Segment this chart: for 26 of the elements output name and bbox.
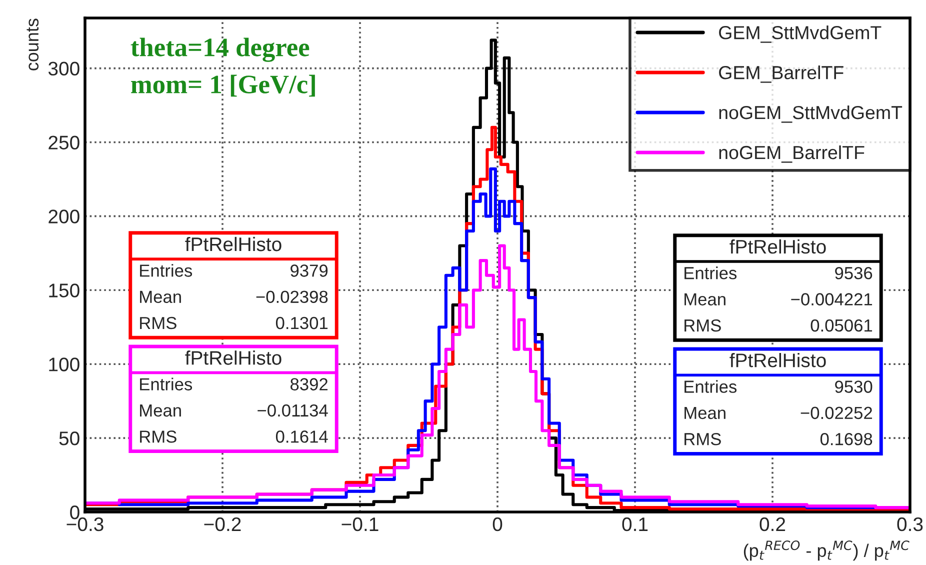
y-tick-label: 250: [48, 136, 80, 150]
y-tick-label: 0: [70, 505, 80, 520]
y-axis-title: counts: [26, 18, 39, 70]
text: fPtRelHisto Entries 9536 Mean −0.004221 RMS 0.05061: [684, 239, 872, 332]
text: (p$_{t}$$^{RECO}$ - p$_{t}$$^{MC}$) / p$_{t}$$^{MC}$: [744, 540, 910, 561]
annotation: mom= 1 [GeV/c]: [131, 74, 315, 97]
y-tick-label: 50: [59, 432, 80, 446]
y-tick-label: 200: [48, 210, 80, 224]
x-tick-label: 0.1: [622, 517, 648, 532]
text: fPtRelHisto Entries 8392 Mean −0.01134 RMS 0.1614: [140, 350, 328, 443]
legend-label: GEM_SttMvdGemT: [719, 26, 882, 43]
legend-label: GEM_BarrelTF: [719, 65, 844, 83]
x-tick-label: 0.2: [760, 517, 786, 532]
x-tick-label: 0: [492, 517, 502, 532]
y-tick-label: 150: [49, 284, 80, 298]
legend-label: noGEM_SttMvdGemT: [719, 105, 902, 123]
x-tick-label: −0.1: [342, 517, 378, 532]
text: fPtRelHisto Entries 9379 Mean −0.02398 RMS 0.1301: [140, 236, 328, 330]
legend-label: noGEM_BarrelTF: [719, 145, 864, 163]
y-tick-label: 100: [49, 358, 80, 372]
text: fPtRelHisto Entries 9530 Mean −0.02252 RMS 0.1698: [684, 353, 872, 446]
x-tick-label: −0.3: [66, 517, 104, 532]
y-tick-label: 300: [48, 62, 80, 76]
annotation: theta=14 degree: [130, 38, 310, 62]
x-tick-label: −0.2: [204, 517, 241, 532]
x-tick-label: 0.3: [897, 517, 923, 532]
